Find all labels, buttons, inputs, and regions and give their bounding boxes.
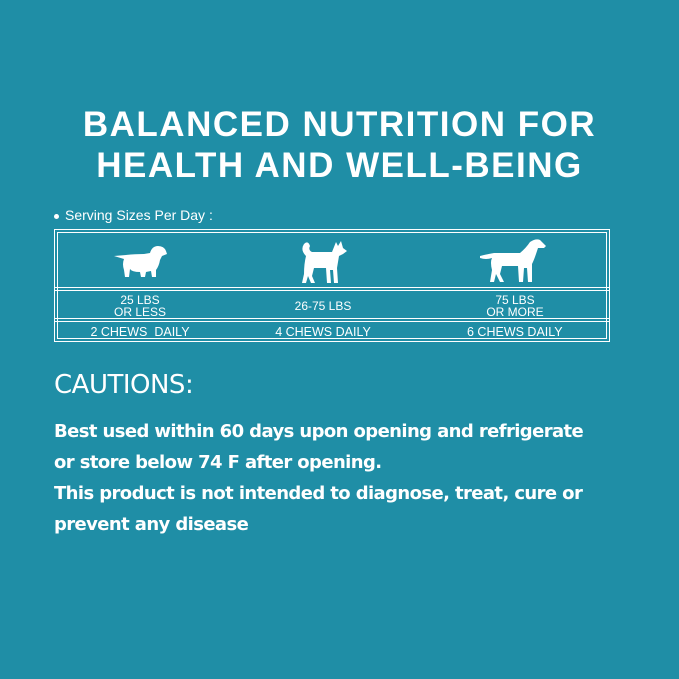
small-dog-icon: [114, 245, 167, 277]
chews-cell: 4 CHEWS DAILY: [275, 325, 371, 339]
cautions-text: Best used within 60 days upon opening an…: [54, 416, 654, 540]
caution-line: prevent any disease: [54, 514, 249, 535]
weight-row: 25 LBS OR LESS 26-75 LBS 75 LBS OR MORE: [55, 287, 609, 321]
headline-line-1: BALANCED NUTRITION FOR: [82, 105, 597, 144]
chews-row: 2 CHEWS DAILY 4 CHEWS DAILY 6 CHEWS DAIL…: [55, 318, 609, 342]
large-dog-icon: [480, 238, 546, 282]
weight-cell: 26-75 LBS: [294, 299, 352, 313]
icon-row: [55, 232, 609, 289]
small-dog-cell: [55, 232, 225, 289]
weight-cell: 25 LBS OR LESS: [113, 293, 167, 319]
headline: BALANCED NUTRITION FOR HEALTH AND WELL-B…: [0, 104, 679, 186]
headline-line-2: HEALTH AND WELL-BEING: [96, 146, 583, 185]
large-dog-cell: [421, 232, 609, 289]
cautions-heading: CAUTIONS:: [54, 370, 194, 400]
caution-line: This product is not intended to diagnose…: [54, 483, 583, 504]
chews-cell: 6 CHEWS DAILY: [467, 325, 563, 339]
caution-line: or store below 74 F after opening.: [54, 452, 382, 473]
bullet-icon: [54, 213, 59, 219]
medium-dog-icon: [302, 240, 347, 283]
medium-dog-cell: [225, 232, 421, 289]
serving-sizes-label: Serving Sizes Per Day :: [54, 207, 213, 223]
weight-cell: 75 LBS OR MORE: [486, 293, 544, 319]
serving-table: 25 LBS OR LESS 26-75 LBS 75 LBS OR MORE 2 …: [54, 229, 610, 342]
caution-line: Best used within 60 days upon opening an…: [54, 421, 584, 442]
chews-cell: 2 CHEWS DAILY: [90, 325, 190, 339]
